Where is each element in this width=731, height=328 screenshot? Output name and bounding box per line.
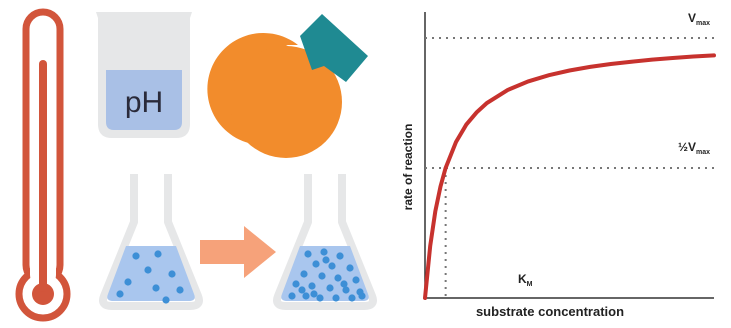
km-label: KM [518,272,533,288]
molecule-dot [124,278,132,286]
x-axis-label: substrate concentration [476,304,624,319]
molecule-dot [322,256,330,264]
molecule-dot [320,248,328,256]
molecule-dot [326,284,334,292]
molecule-dot [168,270,176,278]
molecule-dot [318,272,326,280]
molecule-dot [328,262,336,270]
thermometer-icon [15,8,71,322]
vmax-label: Vmax [688,11,710,27]
rate-curve [423,53,716,300]
flask-before-icon [99,174,203,310]
molecule-dot [352,276,360,284]
molecule-dot [348,294,356,302]
molecule-dot [152,284,160,292]
molecule-dot [346,264,354,272]
molecule-dot [132,252,140,260]
beaker-icon: pH [96,12,192,138]
half-vmax-label: ½Vmax [678,140,710,156]
molecule-dot [288,292,296,300]
molecule-dot [176,286,184,294]
substrate-icon [300,14,368,82]
molecule-dot [144,266,152,274]
molecule-dot [298,286,306,294]
michaelis-menten-chart: Vmax ½Vmax KM substrate concentration ra… [401,11,716,319]
molecule-dot [340,280,348,288]
molecule-dot [358,292,366,300]
y-axis-label: rate of reaction [401,124,415,211]
molecule-dot [312,260,320,268]
molecule-dot [334,274,342,282]
molecule-dot [304,250,312,258]
molecule-dot [316,294,324,302]
molecule-dot [342,286,350,294]
molecule-dot [154,250,162,258]
molecule-dot [332,294,340,302]
molecule-dot [308,282,316,290]
flask-after-icon [273,174,377,310]
molecule-dot [310,290,318,298]
molecule-dot [302,292,310,300]
molecule-dot [292,280,300,288]
right-arrow-icon [200,226,276,278]
molecule-dot [336,252,344,260]
molecule-dot [116,290,124,298]
molecule-dot [162,296,170,304]
enzyme-icon [207,14,368,158]
molecule-dot [300,270,308,278]
ph-label: pH [125,86,163,119]
